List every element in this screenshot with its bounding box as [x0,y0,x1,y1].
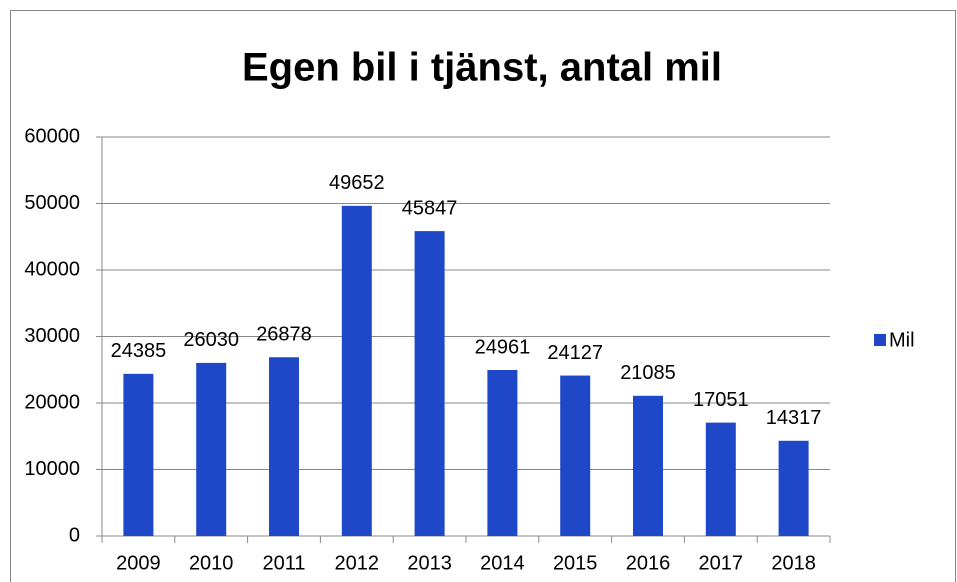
data-label: 14317 [766,407,822,429]
y-tick-label: 50000 [24,192,80,214]
bar [414,231,445,537]
data-label: 21085 [620,362,676,384]
x-tick-label: 2010 [189,552,234,574]
x-tick-label: 2015 [553,552,598,574]
bar [778,440,809,536]
x-tick-label: 2009 [116,552,161,574]
x-tick-label: 2016 [626,552,671,574]
x-tick-label: 2013 [407,552,452,574]
data-label: 26030 [183,329,239,351]
bar [196,362,227,536]
x-tick-label: 2014 [480,552,525,574]
legend-label: Mil [889,329,915,351]
bar [633,395,663,536]
data-label: 49652 [329,172,385,194]
bar [705,422,736,536]
x-tick-label: 2017 [699,552,744,574]
bar [269,357,299,536]
bar [487,370,518,536]
y-tick-label: 30000 [24,325,80,347]
y-tick-label: 0 [69,524,80,546]
data-label: 24127 [547,342,603,364]
x-tick-label: 2018 [771,552,816,574]
data-label: 24385 [111,340,167,362]
chart-title: Egen bil i tjänst, antal mil [242,46,722,90]
bar [341,205,372,536]
y-tick-label: 60000 [24,125,80,147]
x-tick-label: 2011 [262,552,305,574]
bar [560,375,591,536]
y-tick-label: 10000 [24,458,80,480]
data-label: 45847 [402,197,458,219]
y-tick-label: 20000 [24,391,80,413]
data-label: 26878 [256,324,312,346]
x-tick-label: 2012 [335,552,380,574]
legend-swatch [874,334,886,346]
bar [123,373,154,536]
data-label: 24961 [475,336,531,358]
data-label: 17051 [693,389,749,411]
y-tick-label: 40000 [24,258,80,280]
